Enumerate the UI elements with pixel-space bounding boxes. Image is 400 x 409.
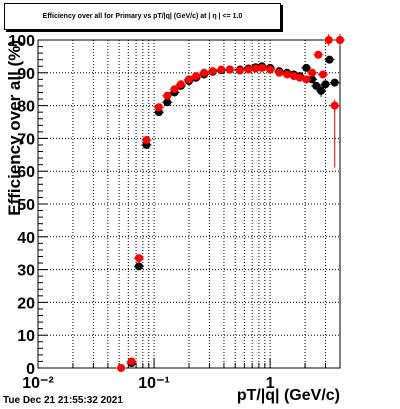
title-box: Efficiency over all for Primary vs pT/|q…: [4, 3, 281, 30]
data-point: [325, 55, 334, 64]
data-point: [318, 70, 327, 79]
x-tick-label: 10⁻¹: [138, 375, 170, 392]
y-axis-label: Efficiency over all (%): [5, 40, 24, 216]
data-point: [257, 63, 266, 72]
y-tick-label: 100: [8, 33, 35, 50]
data-point: [134, 254, 143, 263]
y-tick-label: 60: [17, 164, 35, 181]
data-point: [142, 136, 151, 145]
data-point: [308, 68, 317, 77]
data-point: [208, 67, 217, 76]
data-point: [163, 91, 172, 100]
data-point: [192, 72, 201, 81]
y-tick-label: 0: [26, 361, 35, 378]
data-point: [283, 70, 292, 79]
y-tick-label: 80: [17, 99, 35, 116]
x-tick-label: 1: [266, 375, 275, 392]
series-1: [116, 34, 345, 372]
data-point: [170, 85, 179, 94]
y-ticks: [38, 39, 48, 369]
y-tick-label: 40: [17, 230, 35, 247]
data-point: [235, 66, 244, 75]
data-point: [302, 63, 311, 72]
data-point: [127, 357, 136, 366]
data-point: [244, 65, 253, 74]
footer-date: Tue Dec 21 21:55:32 2021: [3, 395, 123, 406]
x-tick-labels: 10⁻² 10⁻¹ 1: [22, 375, 274, 392]
data-point: [163, 98, 172, 107]
data-point: [266, 65, 275, 74]
data-point: [275, 68, 284, 77]
data-point: [251, 64, 260, 73]
data-point: [225, 65, 234, 74]
data-point: [154, 103, 163, 112]
data-point: [176, 80, 185, 89]
data-point: [302, 75, 311, 84]
chart-title: Efficiency over all for Primary vs pT/|q…: [42, 13, 243, 20]
y-tick-label: 20: [17, 295, 35, 312]
y-tick-label: 30: [17, 263, 35, 280]
data-point: [134, 262, 143, 271]
data-point: [308, 75, 317, 84]
data-point: [324, 36, 333, 44]
x-axis-label: pT/|q| (GeV/c): [237, 387, 340, 404]
x-tick-label: 10⁻²: [22, 375, 54, 392]
data-point: [312, 81, 321, 90]
y-tick-labels: 0 10 20 30 40 50 60 70 80 90 100: [8, 33, 35, 378]
data-point: [336, 36, 344, 44]
series-0: [126, 55, 340, 368]
data-point: [217, 65, 226, 74]
data-point: [330, 78, 339, 87]
data-point: [185, 75, 193, 84]
data-point: [321, 80, 330, 89]
data-point: [317, 86, 326, 95]
y-tick-label: 70: [17, 131, 35, 148]
y-tick-label: 10: [17, 328, 35, 345]
y-tick-label: 90: [17, 66, 35, 83]
x-ticks: [37, 358, 341, 368]
data-point: [117, 364, 126, 372]
data-point: [200, 68, 209, 77]
data-point: [314, 50, 323, 59]
grid: [38, 40, 340, 368]
y-tick-label: 50: [17, 197, 35, 214]
